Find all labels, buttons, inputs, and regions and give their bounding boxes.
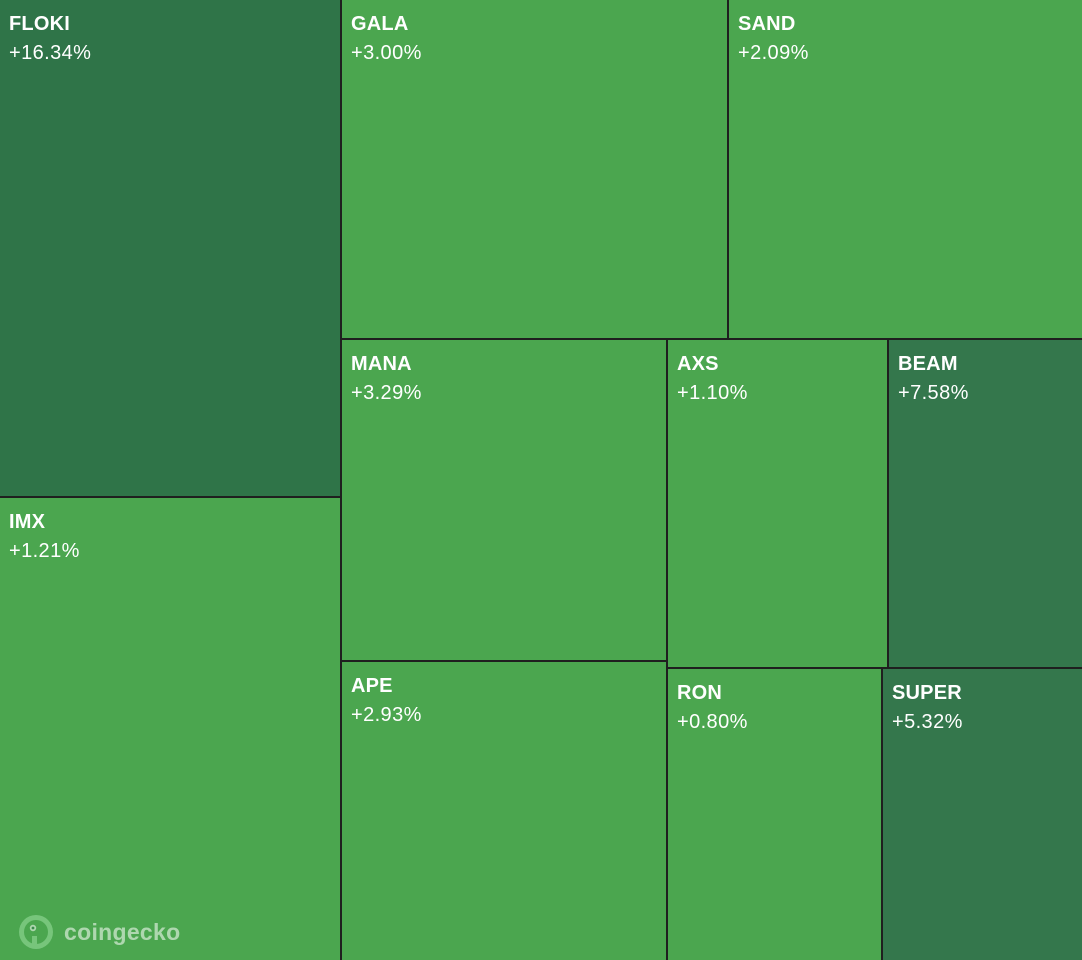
tile-symbol-label: GALA bbox=[351, 13, 409, 35]
tile-super: SUPER +5.32% bbox=[883, 669, 1082, 960]
tile-axs: AXS +1.10% bbox=[668, 340, 887, 667]
tile-change-label: +2.93% bbox=[351, 704, 422, 726]
tile-symbol-label: SUPER bbox=[892, 682, 962, 704]
tile-symbol-label: MANA bbox=[351, 353, 412, 375]
tile-change-label: +5.32% bbox=[892, 711, 963, 733]
tile-symbol-label: SAND bbox=[738, 13, 796, 35]
tile-change-label: +1.10% bbox=[677, 382, 748, 404]
tile-mana: MANA +3.29% bbox=[342, 340, 666, 660]
tile-symbol-label: RON bbox=[677, 682, 723, 704]
tile-change-label: +3.29% bbox=[351, 382, 422, 404]
tile-beam: BEAM +7.58% bbox=[889, 340, 1082, 667]
tile-imx: IMX +1.21% bbox=[0, 498, 340, 960]
tile-change-label: +7.58% bbox=[898, 382, 969, 404]
tile-gala: GALA +3.00% bbox=[342, 0, 727, 338]
tile-change-label: +2.09% bbox=[738, 42, 809, 64]
tile-change-label: +0.80% bbox=[677, 711, 748, 733]
tile-symbol-label: APE bbox=[351, 675, 393, 697]
tile-change-label: +16.34% bbox=[9, 42, 92, 64]
tile-symbol-label: FLOKI bbox=[9, 13, 70, 35]
tile-symbol-label: BEAM bbox=[898, 353, 958, 375]
tile-symbol-label: AXS bbox=[677, 353, 719, 375]
tile-ron: RON +0.80% bbox=[668, 669, 881, 960]
tile-sand: SAND +2.09% bbox=[729, 0, 1082, 338]
tile-change-label: +1.21% bbox=[9, 540, 80, 562]
tile-ape: APE +2.93% bbox=[342, 662, 666, 960]
tile-floki: FLOKI +16.34% bbox=[0, 0, 340, 496]
tile-symbol-label: IMX bbox=[9, 511, 46, 533]
tile-change-label: +3.00% bbox=[351, 42, 422, 64]
